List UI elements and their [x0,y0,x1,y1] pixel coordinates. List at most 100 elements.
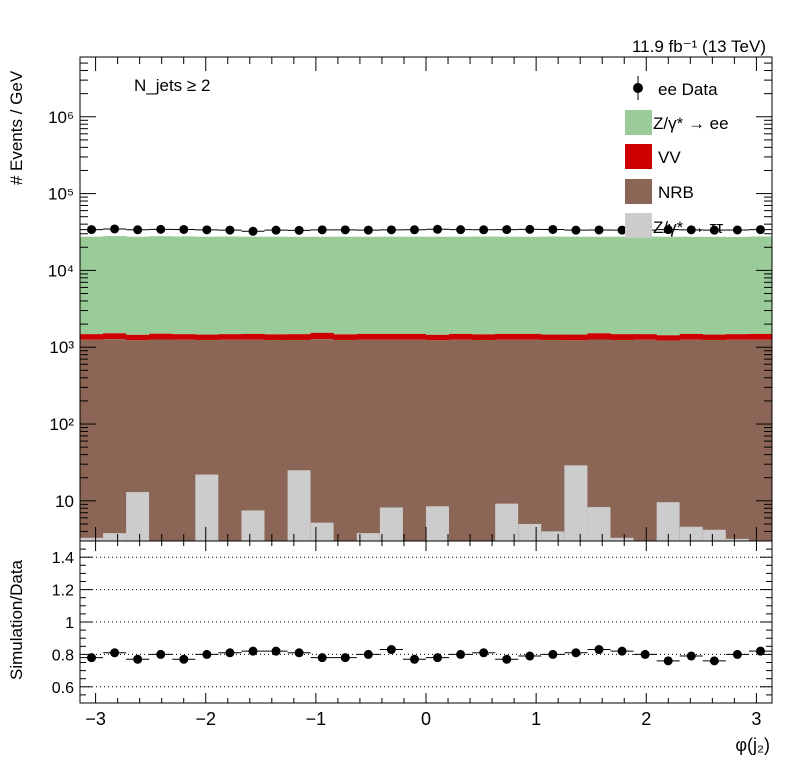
ratio-point [755,646,765,656]
ratio-point [317,653,327,663]
data-point [386,225,396,235]
ztt-bar [610,537,634,541]
ratio-point [433,653,443,663]
x-tick-label: 2 [641,709,651,729]
zee-bar [149,236,173,334]
data-point [571,225,581,235]
ratio-point [732,649,742,659]
data-point [225,225,235,235]
nrb-bar [402,339,427,541]
vv-bar [610,334,635,341]
data-point [179,224,189,234]
ztt-bar [195,474,219,541]
ratio-point [456,649,466,659]
legend-data-marker [633,83,643,93]
ztt-bar [702,529,726,541]
ratio-point [133,654,143,664]
vv-bar [402,333,427,340]
x-tick-label: 3 [751,709,761,729]
ratio-frame [79,540,773,704]
ztt-bar [725,538,749,541]
vv-bar [587,333,612,340]
nrb-bar [149,339,173,541]
ztt-bar [126,492,150,541]
zee-bar [310,236,335,333]
nrb-bar [587,339,612,541]
vv-bar [633,334,658,340]
vv-bar [287,334,312,341]
ratio-point [594,645,604,655]
vv-bar [264,334,289,341]
zee-bar [518,236,542,334]
data-point [686,225,696,235]
zee-bar [218,236,242,335]
ztt-bar [356,533,380,541]
zee-bar [656,236,681,336]
ratio-point [156,649,166,659]
legend-entry-nrb: NRB [658,183,694,202]
zee-bar [610,236,635,335]
nrb-bar [495,339,519,541]
vv-bar [748,333,773,340]
ratio-point [179,654,189,664]
ratio-point [502,654,512,664]
vv-bar [518,333,542,340]
ztt-bar [656,502,680,541]
ztt-bar [287,470,311,541]
nrb-bar [356,339,381,541]
nrb-bar [103,339,127,541]
vv-bar [725,334,750,340]
vv-bar [149,333,173,340]
y-tick-label: 10² [49,415,74,434]
legend-entry-vv: VV [658,148,681,167]
nrb-bar [656,340,681,541]
data-point [133,225,143,235]
zee-bar [356,236,381,334]
ratio-point [525,651,535,661]
vv-bar [195,334,219,341]
nrb-bar [379,339,404,541]
ratio-point [548,649,558,659]
legend-entry-ztt: Z/γ* → ττ [653,218,723,237]
data-point [548,224,558,234]
zee-bar [495,236,519,334]
ratio-y-tick-label: 1.2 [52,583,74,600]
ratio-point [340,653,350,663]
vv-bar [356,333,381,340]
nrb-bar [725,339,750,541]
ratio-point [202,649,212,659]
zee-bar [287,236,312,335]
legend: ee Data Z/γ* → ee VV NRB Z/γ* → ττ [625,76,729,238]
data-point [456,225,466,235]
y-tick-label: 10⁶ [48,108,74,127]
luminosity-label: 11.9 fb⁻¹ (13 TeV) [632,37,766,56]
y-tick-label: 10³ [49,338,74,357]
zee-bar [195,236,219,335]
legend-entry-data: ee Data [658,80,718,99]
zee-bar [633,236,658,335]
legend-swatch-vv [625,144,652,169]
zee-bar [748,236,773,334]
ratio-y-tick-label: 0.6 [52,680,74,697]
zee-bar [679,236,704,334]
data-point [156,224,166,234]
zee-bar [725,236,750,335]
data-point [110,224,120,234]
nrb-bar [472,340,496,541]
nrb-bar [333,340,358,541]
data-point [340,225,350,235]
vv-bar [310,332,335,340]
zee-bar [379,236,404,334]
ratio-ylabel: Simulation/Data [7,559,26,680]
data-point [502,225,512,235]
nrb-bar [241,339,266,541]
data-point [248,226,258,236]
ztt-bar [103,533,127,541]
legend-swatch-nrb [625,179,652,204]
data-point [87,225,97,235]
selection-label: N_jets ≥ 2 [134,76,210,95]
ztt-bar [495,503,519,541]
nrb-bar [126,340,150,541]
vv-bar [241,333,266,340]
main-ylabel: # Events / GeV [7,70,26,185]
